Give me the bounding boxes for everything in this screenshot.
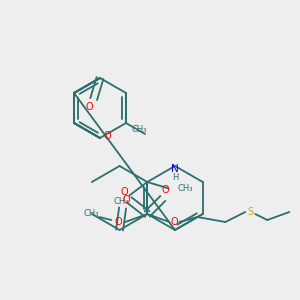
Text: CH₃: CH₃ <box>83 208 99 217</box>
Text: N: N <box>171 164 179 174</box>
Text: S: S <box>247 207 253 217</box>
Text: O: O <box>121 187 128 197</box>
Text: O: O <box>86 102 94 112</box>
Text: CH₃: CH₃ <box>114 197 129 206</box>
Text: O: O <box>123 195 130 205</box>
Text: O: O <box>115 217 122 227</box>
Text: CH₃: CH₃ <box>131 124 147 134</box>
Text: O: O <box>161 185 169 195</box>
Text: H: H <box>172 173 178 182</box>
Text: CH₃: CH₃ <box>177 184 193 193</box>
Text: O: O <box>103 131 111 141</box>
Text: O: O <box>170 217 178 227</box>
